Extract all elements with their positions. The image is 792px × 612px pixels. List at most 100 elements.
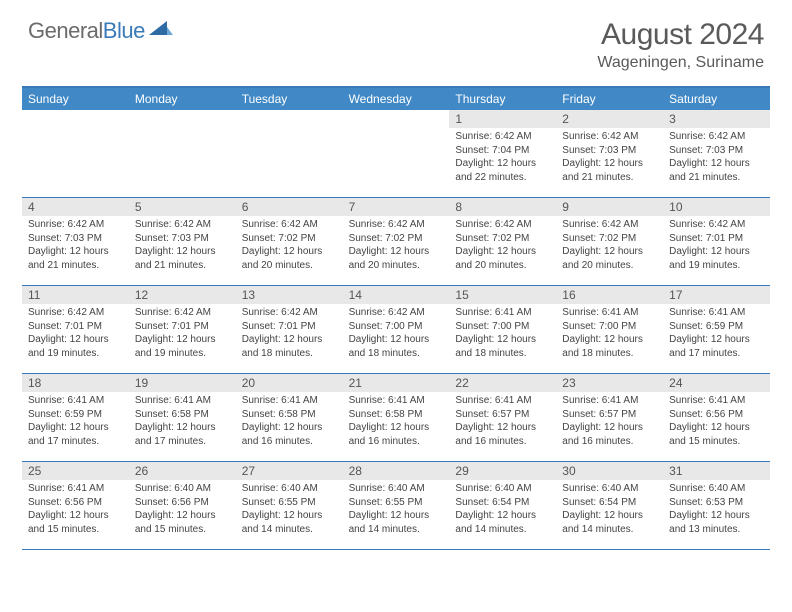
sunset-text: Sunset: 7:01 PM bbox=[28, 320, 123, 334]
day-info: Sunrise: 6:42 AMSunset: 7:01 PMDaylight:… bbox=[663, 216, 770, 276]
sunrise-text: Sunrise: 6:42 AM bbox=[349, 306, 444, 320]
day-info: Sunrise: 6:42 AMSunset: 7:03 PMDaylight:… bbox=[22, 216, 129, 276]
day-number: 23 bbox=[556, 374, 663, 392]
daylight-text: Daylight: 12 hours and 19 minutes. bbox=[669, 245, 764, 272]
calendar-cell: 2Sunrise: 6:42 AMSunset: 7:03 PMDaylight… bbox=[556, 110, 663, 198]
day-number: 29 bbox=[449, 462, 556, 480]
day-number: 17 bbox=[663, 286, 770, 304]
calendar-cell bbox=[236, 110, 343, 198]
month-title: August 2024 bbox=[597, 18, 764, 52]
day-number bbox=[343, 110, 450, 128]
day-number: 20 bbox=[236, 374, 343, 392]
day-number: 26 bbox=[129, 462, 236, 480]
daylight-text: Daylight: 12 hours and 21 minutes. bbox=[28, 245, 123, 272]
weekday-saturday: Saturday bbox=[663, 88, 770, 110]
calendar-cell: 12Sunrise: 6:42 AMSunset: 7:01 PMDayligh… bbox=[129, 286, 236, 374]
sunset-text: Sunset: 6:56 PM bbox=[28, 496, 123, 510]
sunset-text: Sunset: 6:58 PM bbox=[135, 408, 230, 422]
day-info: Sunrise: 6:41 AMSunset: 6:59 PMDaylight:… bbox=[22, 392, 129, 452]
day-number: 19 bbox=[129, 374, 236, 392]
day-info: Sunrise: 6:40 AMSunset: 6:55 PMDaylight:… bbox=[236, 480, 343, 540]
sunset-text: Sunset: 7:04 PM bbox=[455, 144, 550, 158]
sunrise-text: Sunrise: 6:41 AM bbox=[28, 394, 123, 408]
daylight-text: Daylight: 12 hours and 16 minutes. bbox=[455, 421, 550, 448]
day-info: Sunrise: 6:42 AMSunset: 7:03 PMDaylight:… bbox=[663, 128, 770, 188]
daylight-text: Daylight: 12 hours and 18 minutes. bbox=[349, 333, 444, 360]
daylight-text: Daylight: 12 hours and 14 minutes. bbox=[349, 509, 444, 536]
sunset-text: Sunset: 6:58 PM bbox=[242, 408, 337, 422]
sunrise-text: Sunrise: 6:41 AM bbox=[135, 394, 230, 408]
daylight-text: Daylight: 12 hours and 19 minutes. bbox=[135, 333, 230, 360]
logo: GeneralBlue bbox=[28, 18, 173, 44]
sunrise-text: Sunrise: 6:41 AM bbox=[28, 482, 123, 496]
sunrise-text: Sunrise: 6:42 AM bbox=[349, 218, 444, 232]
daylight-text: Daylight: 12 hours and 13 minutes. bbox=[669, 509, 764, 536]
sunrise-text: Sunrise: 6:42 AM bbox=[455, 218, 550, 232]
day-info: Sunrise: 6:41 AMSunset: 6:56 PMDaylight:… bbox=[22, 480, 129, 540]
day-number: 18 bbox=[22, 374, 129, 392]
sunset-text: Sunset: 6:59 PM bbox=[669, 320, 764, 334]
day-info: Sunrise: 6:42 AMSunset: 7:04 PMDaylight:… bbox=[449, 128, 556, 188]
daylight-text: Daylight: 12 hours and 19 minutes. bbox=[28, 333, 123, 360]
day-number: 1 bbox=[449, 110, 556, 128]
day-number: 13 bbox=[236, 286, 343, 304]
sunset-text: Sunset: 7:02 PM bbox=[562, 232, 657, 246]
sunrise-text: Sunrise: 6:40 AM bbox=[562, 482, 657, 496]
sunset-text: Sunset: 7:01 PM bbox=[669, 232, 764, 246]
sunset-text: Sunset: 7:03 PM bbox=[135, 232, 230, 246]
sunset-text: Sunset: 6:54 PM bbox=[455, 496, 550, 510]
day-number: 2 bbox=[556, 110, 663, 128]
sunrise-text: Sunrise: 6:42 AM bbox=[28, 218, 123, 232]
day-number: 8 bbox=[449, 198, 556, 216]
day-info: Sunrise: 6:41 AMSunset: 6:58 PMDaylight:… bbox=[129, 392, 236, 452]
sunrise-text: Sunrise: 6:42 AM bbox=[669, 130, 764, 144]
day-number: 31 bbox=[663, 462, 770, 480]
day-info: Sunrise: 6:42 AMSunset: 7:02 PMDaylight:… bbox=[556, 216, 663, 276]
day-info: Sunrise: 6:42 AMSunset: 7:03 PMDaylight:… bbox=[556, 128, 663, 188]
day-info: Sunrise: 6:42 AMSunset: 7:02 PMDaylight:… bbox=[449, 216, 556, 276]
sunrise-text: Sunrise: 6:40 AM bbox=[242, 482, 337, 496]
calendar-cell bbox=[129, 110, 236, 198]
logo-text-blue: Blue bbox=[103, 18, 145, 43]
sunrise-text: Sunrise: 6:41 AM bbox=[669, 394, 764, 408]
sunrise-text: Sunrise: 6:41 AM bbox=[242, 394, 337, 408]
day-info: Sunrise: 6:41 AMSunset: 6:56 PMDaylight:… bbox=[663, 392, 770, 452]
calendar-cell: 3Sunrise: 6:42 AMSunset: 7:03 PMDaylight… bbox=[663, 110, 770, 198]
daylight-text: Daylight: 12 hours and 21 minutes. bbox=[135, 245, 230, 272]
calendar-cell: 19Sunrise: 6:41 AMSunset: 6:58 PMDayligh… bbox=[129, 374, 236, 462]
location-label: Wageningen, Suriname bbox=[597, 54, 764, 72]
sunset-text: Sunset: 7:01 PM bbox=[135, 320, 230, 334]
calendar-cell bbox=[343, 110, 450, 198]
daylight-text: Daylight: 12 hours and 15 minutes. bbox=[28, 509, 123, 536]
sunset-text: Sunset: 6:58 PM bbox=[349, 408, 444, 422]
sunset-text: Sunset: 6:56 PM bbox=[669, 408, 764, 422]
daylight-text: Daylight: 12 hours and 17 minutes. bbox=[669, 333, 764, 360]
day-number: 4 bbox=[22, 198, 129, 216]
calendar-cell: 27Sunrise: 6:40 AMSunset: 6:55 PMDayligh… bbox=[236, 462, 343, 550]
weekday-monday: Monday bbox=[129, 88, 236, 110]
daylight-text: Daylight: 12 hours and 20 minutes. bbox=[455, 245, 550, 272]
daylight-text: Daylight: 12 hours and 14 minutes. bbox=[562, 509, 657, 536]
day-number: 12 bbox=[129, 286, 236, 304]
daylight-text: Daylight: 12 hours and 20 minutes. bbox=[562, 245, 657, 272]
calendar-cell: 13Sunrise: 6:42 AMSunset: 7:01 PMDayligh… bbox=[236, 286, 343, 374]
sunset-text: Sunset: 6:55 PM bbox=[349, 496, 444, 510]
daylight-text: Daylight: 12 hours and 22 minutes. bbox=[455, 157, 550, 184]
calendar-cell: 30Sunrise: 6:40 AMSunset: 6:54 PMDayligh… bbox=[556, 462, 663, 550]
sunset-text: Sunset: 6:53 PM bbox=[669, 496, 764, 510]
daylight-text: Daylight: 12 hours and 16 minutes. bbox=[349, 421, 444, 448]
day-number bbox=[236, 110, 343, 128]
day-info: Sunrise: 6:41 AMSunset: 6:58 PMDaylight:… bbox=[236, 392, 343, 452]
sunset-text: Sunset: 6:59 PM bbox=[28, 408, 123, 422]
day-number: 25 bbox=[22, 462, 129, 480]
day-info: Sunrise: 6:40 AMSunset: 6:53 PMDaylight:… bbox=[663, 480, 770, 540]
sunset-text: Sunset: 7:00 PM bbox=[562, 320, 657, 334]
calendar-cell: 6Sunrise: 6:42 AMSunset: 7:02 PMDaylight… bbox=[236, 198, 343, 286]
sunrise-text: Sunrise: 6:40 AM bbox=[349, 482, 444, 496]
sunrise-text: Sunrise: 6:42 AM bbox=[28, 306, 123, 320]
sunrise-text: Sunrise: 6:41 AM bbox=[562, 394, 657, 408]
daylight-text: Daylight: 12 hours and 21 minutes. bbox=[669, 157, 764, 184]
sunrise-text: Sunrise: 6:41 AM bbox=[562, 306, 657, 320]
calendar-cell: 16Sunrise: 6:41 AMSunset: 7:00 PMDayligh… bbox=[556, 286, 663, 374]
sunrise-text: Sunrise: 6:42 AM bbox=[242, 306, 337, 320]
